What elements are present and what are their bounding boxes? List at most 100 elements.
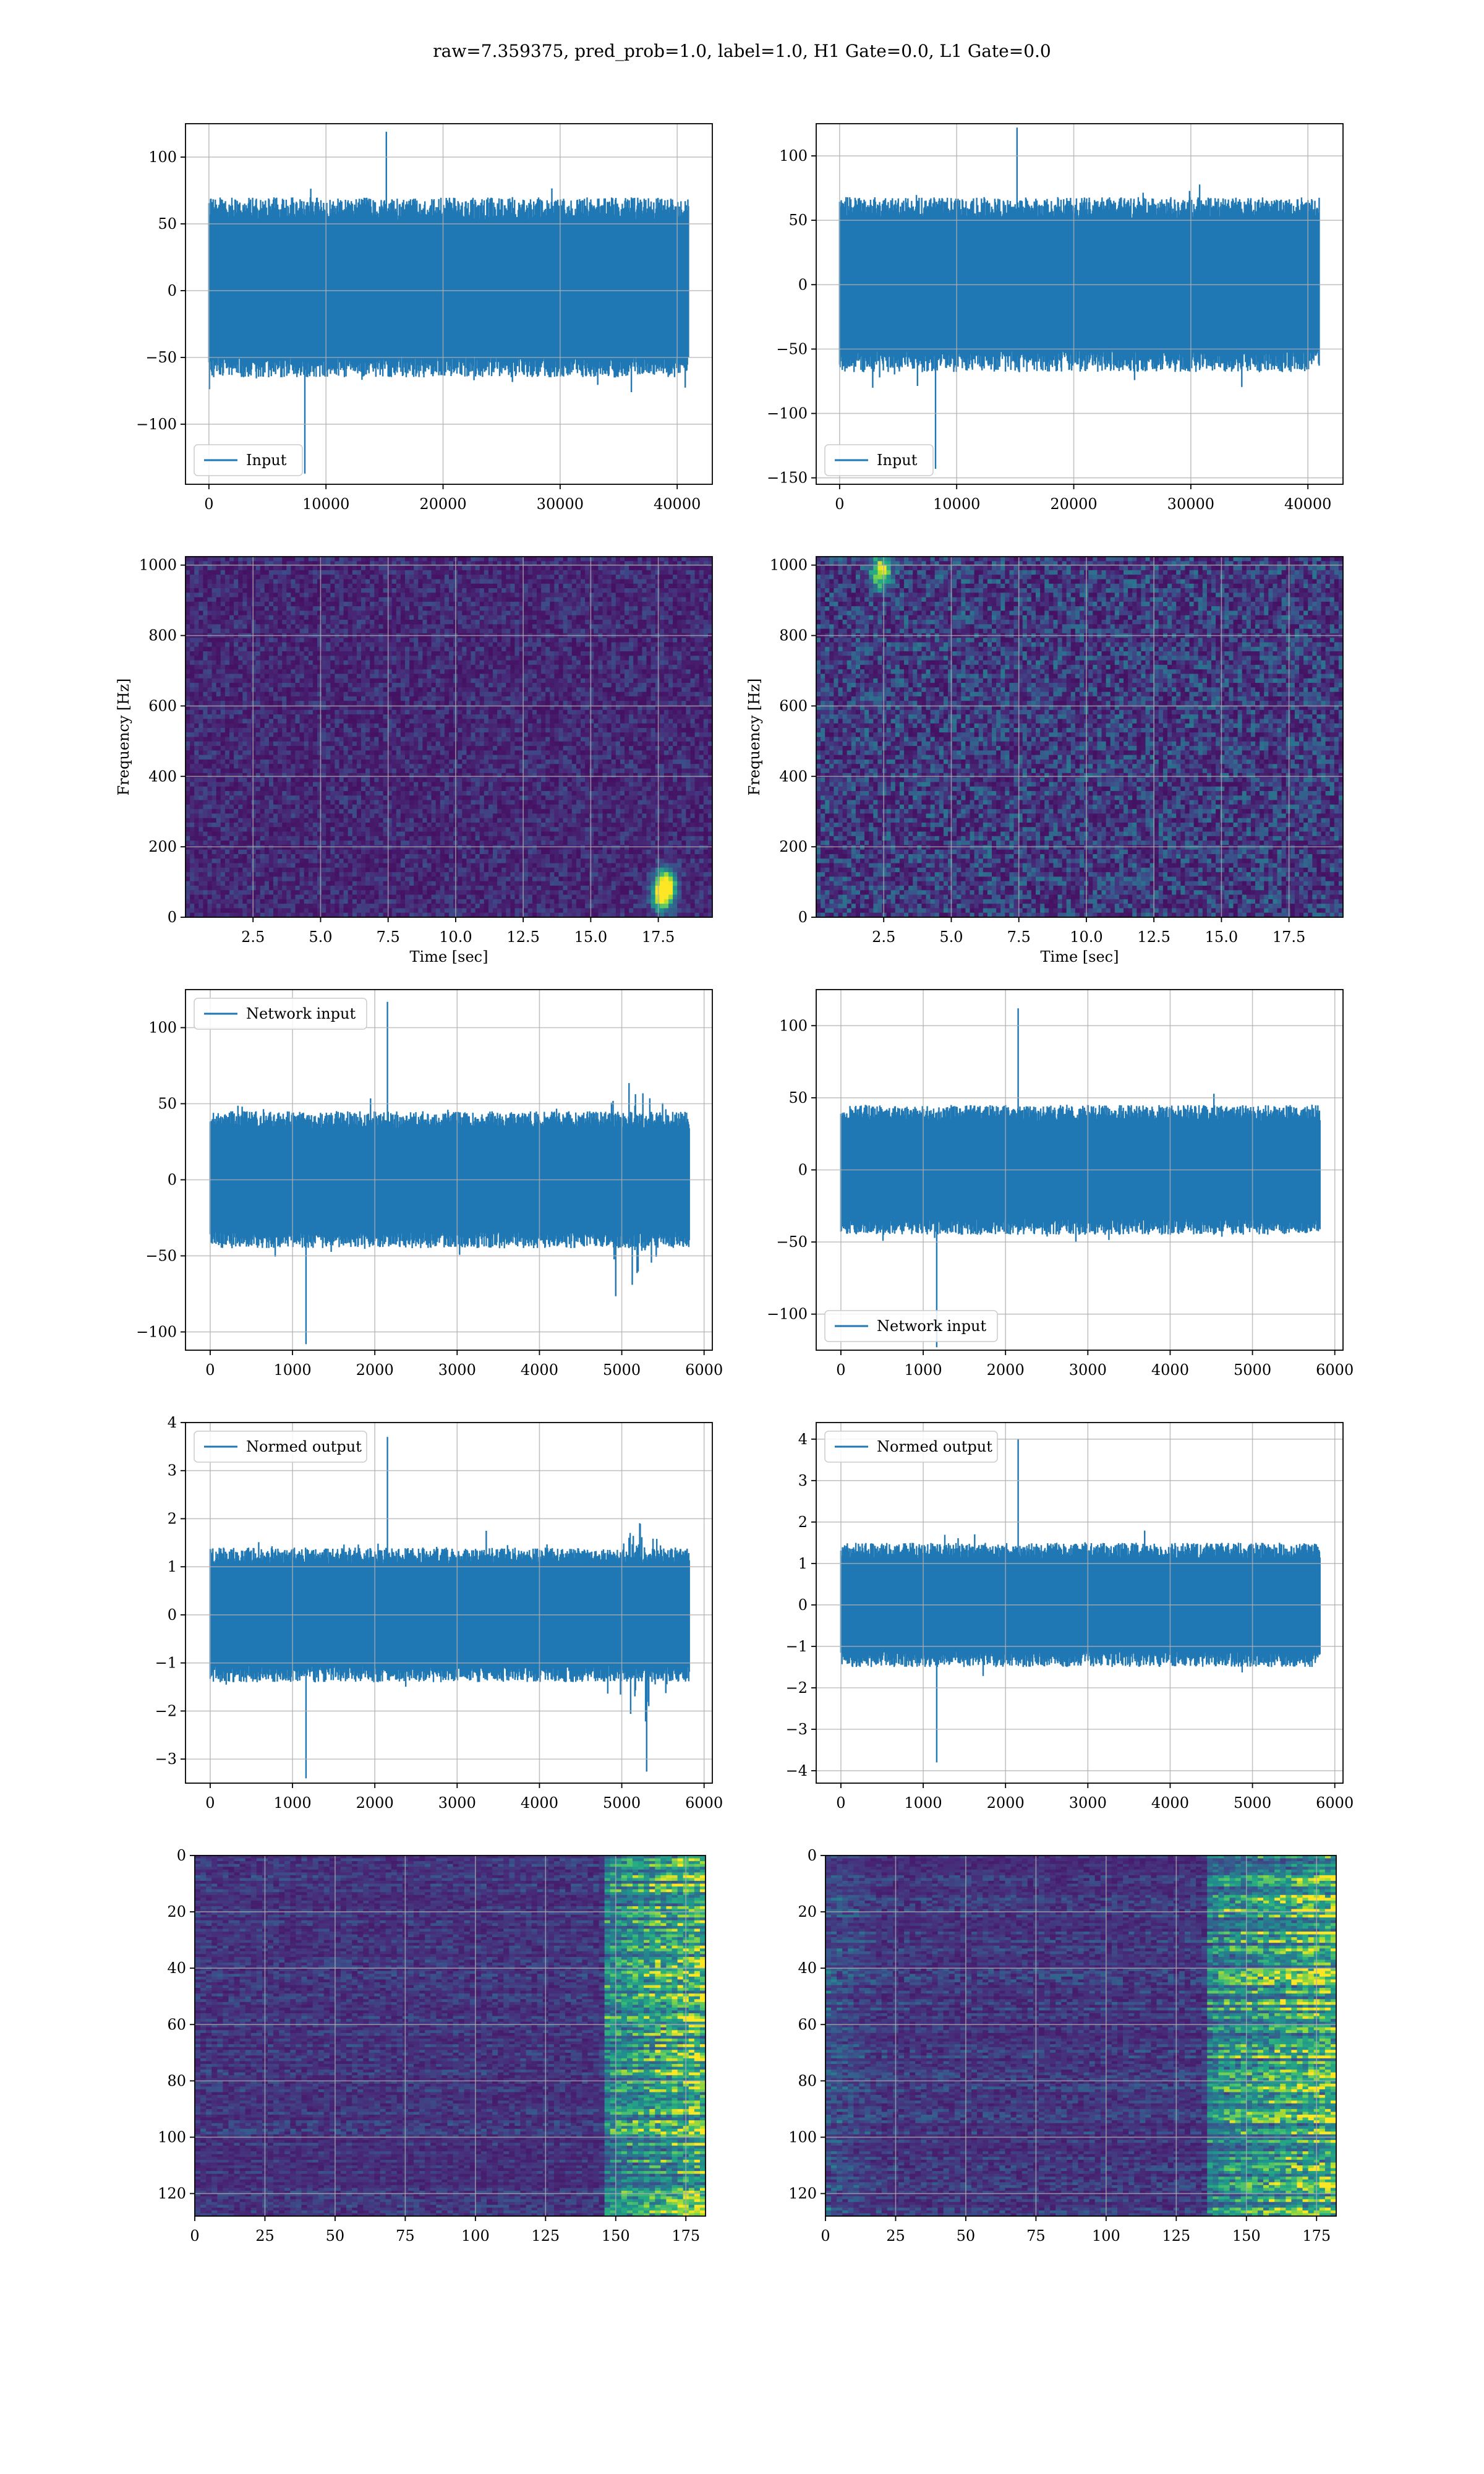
h1-spectrogram-cell — [484, 705, 489, 711]
h1-spectrogram-cell — [493, 660, 498, 666]
h1-spectrogram-cell — [690, 610, 696, 616]
h1-spectrogram-cell — [650, 620, 656, 625]
h1-spectrogram-cell — [506, 732, 511, 738]
h1-spectrogram-cell — [229, 642, 234, 648]
h1-spectrogram-cell — [194, 714, 199, 719]
h1-spectrogram-cell — [668, 610, 673, 616]
h1-spectrogram-cell — [194, 705, 199, 711]
h1-spectrogram-cell — [378, 705, 384, 711]
h1-spectrogram-cell — [330, 575, 335, 580]
h1-spectrogram-cell — [563, 656, 568, 661]
h1-spectrogram-cell — [229, 687, 234, 693]
h1-spectrogram-cell — [224, 628, 230, 634]
h1-spectrogram-cell — [365, 583, 370, 589]
h1-spectrogram-cell — [638, 620, 642, 625]
h1-spectrogram-cell — [611, 687, 616, 693]
h1-spectrogram-cell — [571, 705, 577, 711]
h1-spectrogram-cell — [216, 656, 221, 661]
h1-spectrogram-cell — [541, 719, 546, 724]
h1-spectrogram-cell — [497, 557, 502, 562]
h1-spectrogram-cell — [497, 579, 502, 584]
h1-spectrogram-cell — [378, 664, 384, 670]
h1-spectrogram-cell — [677, 601, 682, 607]
h1-spectrogram-cell — [190, 687, 195, 693]
h1-spectrogram-cell — [224, 687, 230, 693]
h1-spectrogram-cell — [625, 678, 629, 683]
h1-spectrogram-cell — [378, 588, 384, 593]
h1-spectrogram-cell — [414, 723, 419, 729]
h1-spectrogram-cell — [611, 732, 616, 738]
h1-spectrogram-cell — [409, 606, 414, 612]
h1-spectrogram-cell — [563, 683, 568, 688]
h1-spectrogram-cell — [396, 583, 401, 589]
h1-spectrogram-cell — [611, 575, 616, 580]
h1-spectrogram-cell — [242, 701, 247, 706]
h1-spectrogram-cell — [585, 588, 590, 593]
h1-spectrogram-cell — [571, 691, 577, 697]
h1-spectrogram-cell — [585, 723, 590, 729]
h1-spectrogram-cell — [251, 557, 257, 562]
h1-spectrogram-cell — [707, 669, 712, 675]
h1-spectrogram-cell — [220, 638, 226, 643]
h1-spectrogram-cell — [532, 601, 537, 607]
h1-spectrogram-cell — [224, 660, 230, 666]
h1-spectrogram-cell — [615, 606, 621, 612]
h1-spectrogram-cell — [422, 646, 428, 652]
h1-spectrogram-cell — [268, 610, 274, 616]
h1-spectrogram-cell — [247, 678, 252, 683]
l1-input-xtick-label: 30000 — [1167, 495, 1214, 513]
h1-spectrogram-cell — [462, 579, 467, 584]
h1-spectrogram-cell — [668, 638, 673, 643]
h1-spectrogram-cell — [576, 575, 581, 580]
h1-spectrogram-cell — [282, 664, 287, 670]
h1-spectrogram-cell — [286, 620, 291, 625]
h1-spectrogram-cell — [694, 583, 700, 589]
h1-spectrogram-cell — [312, 674, 318, 679]
h1-spectrogram-cell — [396, 719, 401, 724]
h1-spectrogram-cell — [391, 664, 397, 670]
h1-spectrogram-cell — [541, 588, 546, 593]
h1-spectrogram-cell — [186, 691, 190, 697]
h1-spectrogram-cell — [224, 557, 230, 562]
h1-spectrogram-cell — [405, 683, 410, 688]
h1-spectrogram-cell — [506, 651, 511, 656]
h1-spectrogram-cell — [633, 610, 638, 616]
h1-spectrogram-cell — [677, 606, 682, 612]
h1-spectrogram-cell — [391, 678, 397, 683]
h1-spectrogram-cell — [326, 597, 331, 602]
h1-spectrogram-cell — [501, 732, 506, 738]
h1-spectrogram-cell — [576, 683, 581, 688]
h1-spectrogram-cell — [576, 660, 581, 666]
h1-spectrogram-cell — [681, 714, 686, 719]
h1-spectrogram-cell — [629, 615, 634, 620]
h1-spectrogram-cell — [234, 646, 239, 652]
h1-spectrogram-cell — [224, 651, 230, 656]
h1-spectrogram-cell — [238, 701, 243, 706]
h1-spectrogram-cell — [203, 723, 208, 729]
h1-spectrogram-cell — [391, 615, 397, 620]
h1-spectrogram-cell — [260, 597, 265, 602]
h1-spectrogram-cell — [207, 575, 213, 580]
h1-spectrogram-cell — [620, 678, 625, 683]
h1-spectrogram-cell — [234, 674, 239, 679]
h1-spectrogram-cell — [655, 714, 660, 719]
h1-spectrogram-cell — [479, 683, 485, 688]
h1-spectrogram-cell — [286, 646, 291, 652]
h1-spectrogram-cell — [339, 714, 344, 719]
h1-spectrogram-cell — [690, 624, 696, 630]
h1-spectrogram-cell — [255, 579, 261, 584]
h1-spectrogram-cell — [405, 691, 410, 697]
h1-spectrogram-cell — [506, 601, 511, 607]
h1-spectrogram-cell — [335, 705, 340, 711]
h1-spectrogram-cell — [527, 588, 533, 593]
h1-spectrogram-cell — [550, 714, 555, 719]
h1-spectrogram-cell — [216, 575, 221, 580]
h1-spectrogram-cell — [484, 561, 489, 567]
h1-spectrogram-cell — [286, 597, 291, 602]
h1-spectrogram-cell — [650, 570, 656, 575]
h1-spectrogram-cell — [440, 701, 445, 706]
h1-spectrogram-cell — [567, 615, 573, 620]
h1-spectrogram-cell — [278, 579, 283, 584]
h1-spectrogram-cell — [273, 669, 278, 675]
h1-spectrogram-cell — [545, 719, 550, 724]
